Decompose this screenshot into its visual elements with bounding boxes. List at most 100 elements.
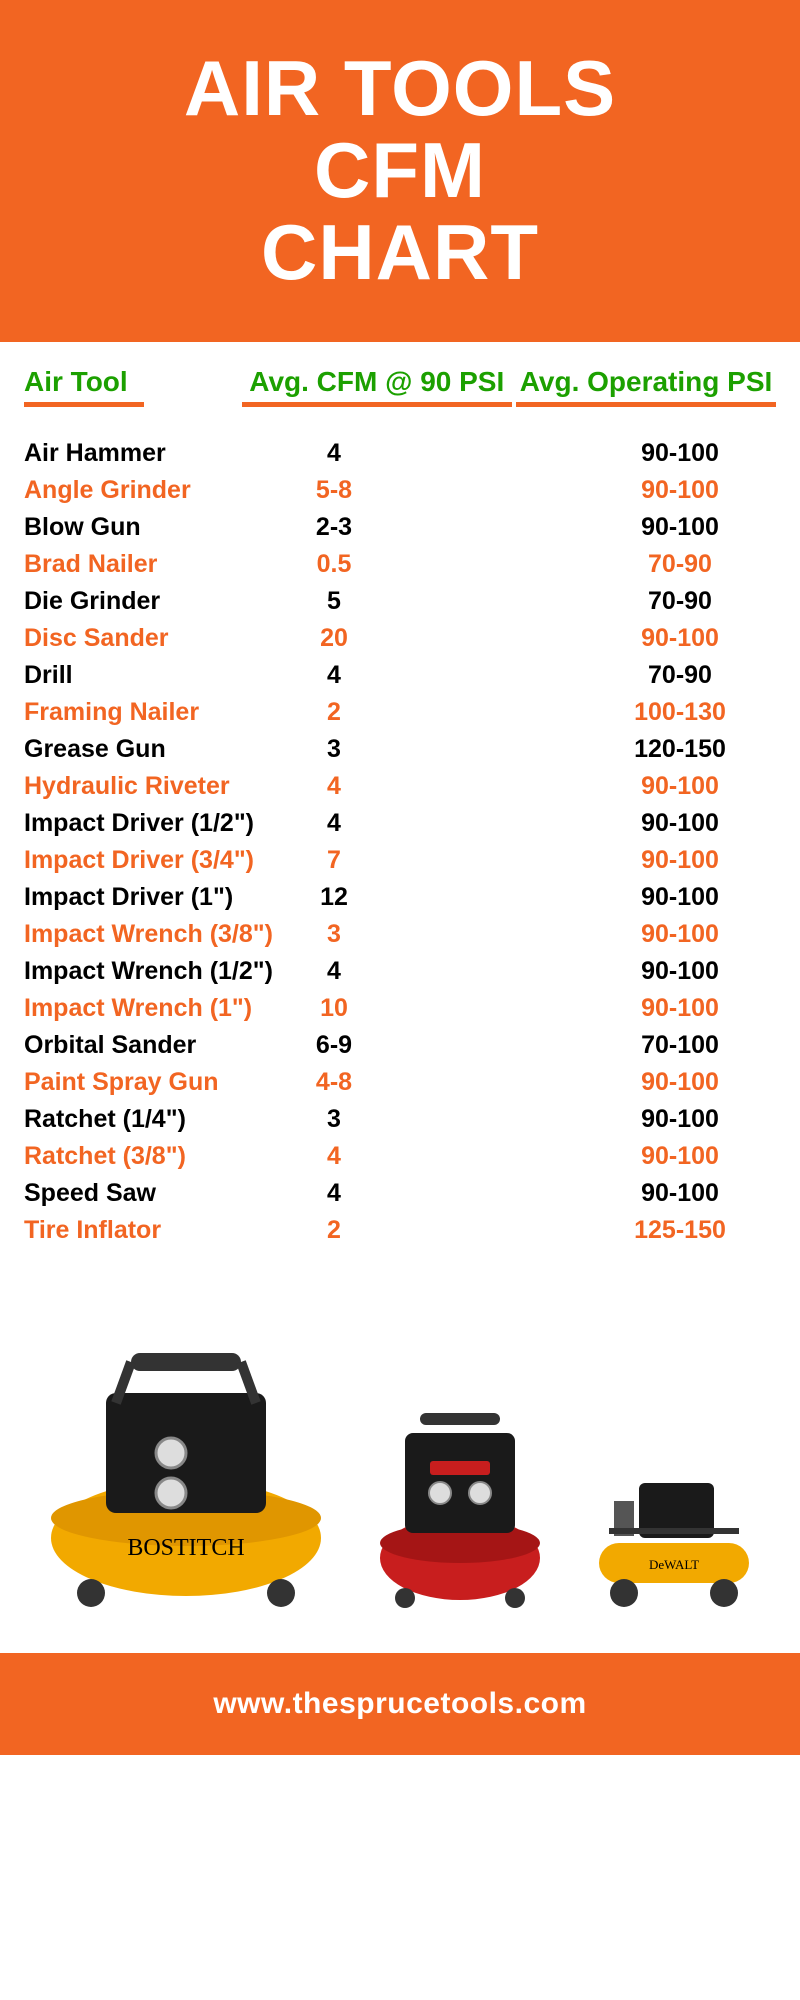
cell-psi: 90-100 [394,885,776,910]
cell-psi: 90-100 [394,1070,776,1095]
column-header-tool: Air Tool [24,366,238,407]
cell-cfm: 3 [274,922,394,947]
cell-tool: Brad Nailer [24,552,274,577]
column-header-cfm-label: Avg. CFM @ 90 PSI [249,366,504,397]
compressor-illustration-3: DeWALT [584,1453,764,1613]
cell-tool: Paint Spray Gun [24,1070,274,1095]
table-row: Framing Nailer2100-130 [24,694,776,731]
cell-tool: Impact Wrench (1/2") [24,959,274,984]
underline-icon [24,402,144,407]
cell-tool: Impact Driver (1/2") [24,811,274,836]
cell-cfm: 4 [274,959,394,984]
cell-psi: 90-100 [394,626,776,651]
cell-cfm: 10 [274,996,394,1021]
title-line-3: CHART [261,208,539,296]
compressor-icon [360,1373,560,1613]
cell-psi: 70-100 [394,1033,776,1058]
cell-psi: 70-90 [394,663,776,688]
cell-cfm: 4 [274,1181,394,1206]
table-row: Impact Driver (3/4")790-100 [24,842,776,879]
cell-cfm: 5 [274,589,394,614]
cell-psi: 90-100 [394,441,776,466]
cell-psi: 90-100 [394,996,776,1021]
table-row: Impact Wrench (3/8")390-100 [24,916,776,953]
cell-cfm: 5-8 [274,478,394,503]
cell-tool: Blow Gun [24,515,274,540]
cell-tool: Speed Saw [24,1181,274,1206]
cell-psi: 90-100 [394,848,776,873]
underline-icon [516,402,776,407]
cell-cfm: 3 [274,1107,394,1132]
table-area: Air Tool Avg. CFM @ 90 PSI Avg. Operatin… [0,366,800,1273]
table-row: Speed Saw490-100 [24,1175,776,1212]
column-header-psi: Avg. Operating PSI [516,366,776,407]
cell-tool: Air Hammer [24,441,274,466]
table-row: Hydraulic Riveter490-100 [24,768,776,805]
brand-label: DeWALT [649,1557,699,1572]
table-row: Paint Spray Gun4-890-100 [24,1064,776,1101]
table-row: Orbital Sander6-970-100 [24,1027,776,1064]
cell-tool: Hydraulic Riveter [24,774,274,799]
table-row: Impact Wrench (1/2")490-100 [24,953,776,990]
cell-psi: 120-150 [394,737,776,762]
cell-cfm: 2-3 [274,515,394,540]
compressor-icon: BOSTITCH [36,1293,336,1613]
table-row: Drill470-90 [24,657,776,694]
cell-cfm: 4-8 [274,1070,394,1095]
cell-tool: Impact Driver (1") [24,885,274,910]
table-row: Air Hammer490-100 [24,435,776,472]
cell-cfm: 2 [274,1218,394,1243]
cell-tool: Tire Inflator [24,1218,274,1243]
cell-tool: Impact Driver (3/4") [24,848,274,873]
compressor-illustration-1: BOSTITCH [36,1293,336,1613]
table-row: Ratchet (3/8")490-100 [24,1138,776,1175]
cell-cfm: 20 [274,626,394,651]
cell-psi: 90-100 [394,1181,776,1206]
cell-cfm: 12 [274,885,394,910]
cell-psi: 125-150 [394,1218,776,1243]
brand-label: BOSTITCH [127,1535,244,1561]
table-row: Die Grinder570-90 [24,583,776,620]
cell-psi: 90-100 [394,959,776,984]
table-row: Impact Driver (1/2")490-100 [24,805,776,842]
cell-tool: Grease Gun [24,737,274,762]
title-line-1: AIR TOOLS [184,44,616,132]
cell-cfm: 2 [274,700,394,725]
cell-psi: 70-90 [394,589,776,614]
cell-psi: 90-100 [394,1144,776,1169]
illustration-row: BOSTITCH DeWALT [0,1273,800,1653]
footer-banner: www.thesprucetools.com [0,1653,800,1755]
cell-tool: Ratchet (3/8") [24,1144,274,1169]
cell-tool: Drill [24,663,274,688]
cell-cfm: 4 [274,441,394,466]
cell-tool: Ratchet (1/4") [24,1107,274,1132]
cell-tool: Orbital Sander [24,1033,274,1058]
cell-psi: 100-130 [394,700,776,725]
underline-icon [242,402,512,407]
table-row: Tire Inflator2125-150 [24,1212,776,1249]
compressor-illustration-2 [360,1373,560,1613]
cell-cfm: 4 [274,663,394,688]
cell-cfm: 4 [274,1144,394,1169]
column-headers: Air Tool Avg. CFM @ 90 PSI Avg. Operatin… [24,366,776,407]
column-header-cfm: Avg. CFM @ 90 PSI [238,366,516,407]
cell-psi: 70-90 [394,552,776,577]
cell-cfm: 4 [274,774,394,799]
cell-tool: Disc Sander [24,626,274,651]
cell-psi: 90-100 [394,515,776,540]
cell-psi: 90-100 [394,811,776,836]
cell-tool: Die Grinder [24,589,274,614]
header-banner: AIR TOOLS CFM CHART [0,0,800,342]
cell-tool: Framing Nailer [24,700,274,725]
column-header-tool-label: Air Tool [24,366,128,397]
cell-psi: 90-100 [394,922,776,947]
title-line-2: CFM [314,126,486,214]
footer-url: www.thesprucetools.com [213,1687,586,1720]
cell-cfm: 7 [274,848,394,873]
cell-tool: Angle Grinder [24,478,274,503]
table-row: Impact Driver (1")1290-100 [24,879,776,916]
compressor-icon: DeWALT [584,1453,764,1613]
cell-psi: 90-100 [394,774,776,799]
table-row: Grease Gun3120-150 [24,731,776,768]
cell-tool: Impact Wrench (3/8") [24,922,274,947]
